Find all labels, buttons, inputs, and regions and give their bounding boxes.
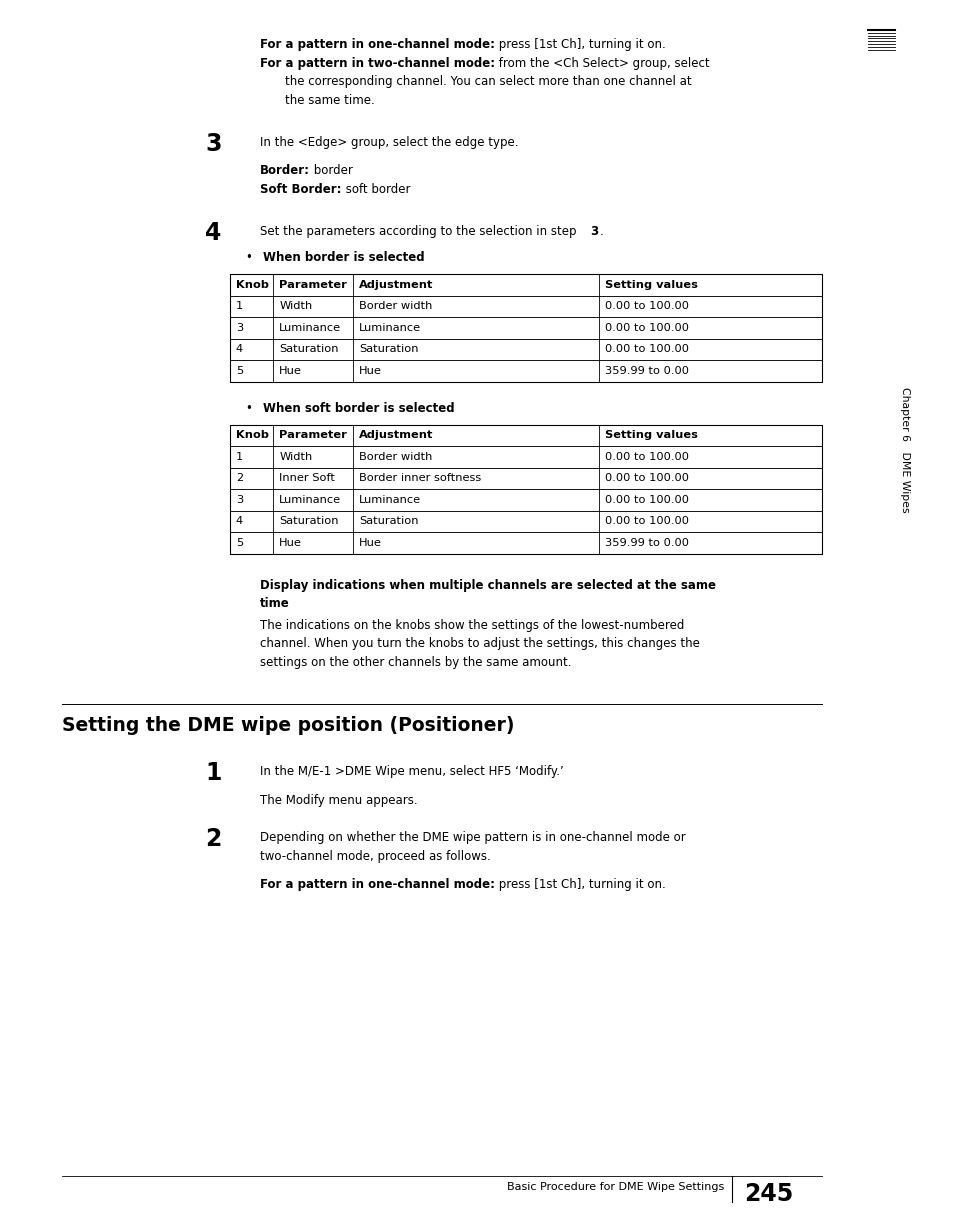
Text: 4: 4 [205,221,221,245]
Text: Chapter 6   DME Wipes: Chapter 6 DME Wipes [899,387,909,513]
Text: 2: 2 [235,473,243,484]
Text: Hue: Hue [358,366,381,376]
Text: 0.00 to 100.00: 0.00 to 100.00 [604,473,688,484]
Text: The Modify menu appears.: The Modify menu appears. [260,794,417,807]
Text: 4: 4 [235,344,243,354]
Text: 3: 3 [589,225,598,238]
Text: press [1st Ch], turning it on.: press [1st Ch], turning it on. [495,38,665,51]
Text: 0.00 to 100.00: 0.00 to 100.00 [604,494,688,504]
Text: Parameter: Parameter [279,280,347,290]
Text: the corresponding channel. You can select more than one channel at: the corresponding channel. You can selec… [285,75,691,88]
Text: settings on the other channels by the same amount.: settings on the other channels by the sa… [260,656,571,669]
Text: Border:: Border: [260,164,310,177]
Text: Luminance: Luminance [279,494,341,504]
Text: 0.00 to 100.00: 0.00 to 100.00 [604,344,688,354]
Text: border: border [310,164,353,177]
Text: 0.00 to 100.00: 0.00 to 100.00 [604,452,688,462]
Text: 3: 3 [235,322,243,333]
Text: •: • [245,251,252,264]
Text: Display indications when multiple channels are selected at the same: Display indications when multiple channe… [260,578,716,591]
Text: channel. When you turn the knobs to adjust the settings, this changes the: channel. When you turn the knobs to adju… [260,638,700,650]
Text: In the <Edge> group, select the edge type.: In the <Edge> group, select the edge typ… [260,136,518,149]
Text: 245: 245 [743,1182,792,1206]
Text: 3: 3 [235,494,243,504]
Text: Width: Width [279,452,313,462]
Text: 5: 5 [235,366,243,376]
Text: time: time [260,598,290,610]
Text: For a pattern in two-channel mode:: For a pattern in two-channel mode: [260,57,495,69]
Text: 0.00 to 100.00: 0.00 to 100.00 [604,516,688,526]
Text: Set the parameters according to the selection in step: Set the parameters according to the sele… [260,225,579,238]
Bar [230,488,821,510]
Text: Saturation: Saturation [279,344,338,354]
Text: Saturation: Saturation [279,516,338,526]
Bar [230,468,821,488]
Bar [230,318,821,338]
Text: Hue: Hue [358,538,381,548]
Text: Saturation: Saturation [358,516,418,526]
Text: Basic Procedure for DME Wipe Settings: Basic Procedure for DME Wipe Settings [506,1182,723,1191]
Bar [230,338,821,360]
Text: Border width: Border width [358,452,432,462]
Text: The indications on the knobs show the settings of the lowest-numbered: The indications on the knobs show the se… [260,618,683,631]
Text: 4: 4 [235,516,243,526]
Text: Width: Width [279,302,313,311]
Text: the same time.: the same time. [285,93,375,107]
Text: Border inner softness: Border inner softness [358,473,481,484]
Text: 1: 1 [235,452,243,462]
Text: Parameter: Parameter [279,430,347,440]
Text: 2: 2 [205,827,221,851]
Text: Luminance: Luminance [279,322,341,333]
Text: Setting the DME wipe position (Positioner): Setting the DME wipe position (Positione… [62,716,514,734]
Text: soft border: soft border [341,183,410,195]
Text: Setting values: Setting values [604,280,697,290]
Text: Luminance: Luminance [358,494,421,504]
Bar [230,532,821,554]
Bar [230,446,821,468]
Text: 359.99 to 0.00: 359.99 to 0.00 [604,366,688,376]
Text: 0.00 to 100.00: 0.00 to 100.00 [604,302,688,311]
Text: 359.99 to 0.00: 359.99 to 0.00 [604,538,688,548]
Text: press [1st Ch], turning it on.: press [1st Ch], turning it on. [495,877,665,891]
Text: Hue: Hue [279,538,302,548]
Text: 5: 5 [235,538,243,548]
Text: .: . [599,225,603,238]
Text: Soft Border:: Soft Border: [260,183,341,195]
Text: Depending on whether the DME wipe pattern is in one-channel mode or: Depending on whether the DME wipe patter… [260,831,685,844]
Text: •: • [245,401,252,415]
Text: Knob: Knob [235,280,269,290]
Text: For a pattern in one-channel mode:: For a pattern in one-channel mode: [260,877,495,891]
Bar [230,424,821,446]
Text: For a pattern in one-channel mode:: For a pattern in one-channel mode: [260,38,495,51]
Text: Inner Soft: Inner Soft [279,473,335,484]
Text: Hue: Hue [279,366,302,376]
Bar [230,296,821,318]
Text: two-channel mode, proceed as follows.: two-channel mode, proceed as follows. [260,850,490,863]
Text: Setting values: Setting values [604,430,697,440]
Text: When border is selected: When border is selected [263,251,424,264]
Text: Saturation: Saturation [358,344,418,354]
Bar [230,274,821,382]
Text: Adjustment: Adjustment [358,430,433,440]
Text: Adjustment: Adjustment [358,280,433,290]
Bar [230,360,821,382]
Bar [230,274,821,296]
Bar [230,424,821,554]
Text: 3: 3 [205,132,221,156]
Text: Border width: Border width [358,302,432,311]
Bar [230,510,821,532]
Text: 1: 1 [205,761,221,785]
Text: from the <Ch Select> group, select: from the <Ch Select> group, select [495,57,709,69]
Text: When soft border is selected: When soft border is selected [263,401,455,415]
Text: In the M/E-1 >DME Wipe menu, select HF5 ‘Modify.’: In the M/E-1 >DME Wipe menu, select HF5 … [260,765,563,778]
Text: Knob: Knob [235,430,269,440]
Text: 1: 1 [235,302,243,311]
Text: Luminance: Luminance [358,322,421,333]
Text: 0.00 to 100.00: 0.00 to 100.00 [604,322,688,333]
